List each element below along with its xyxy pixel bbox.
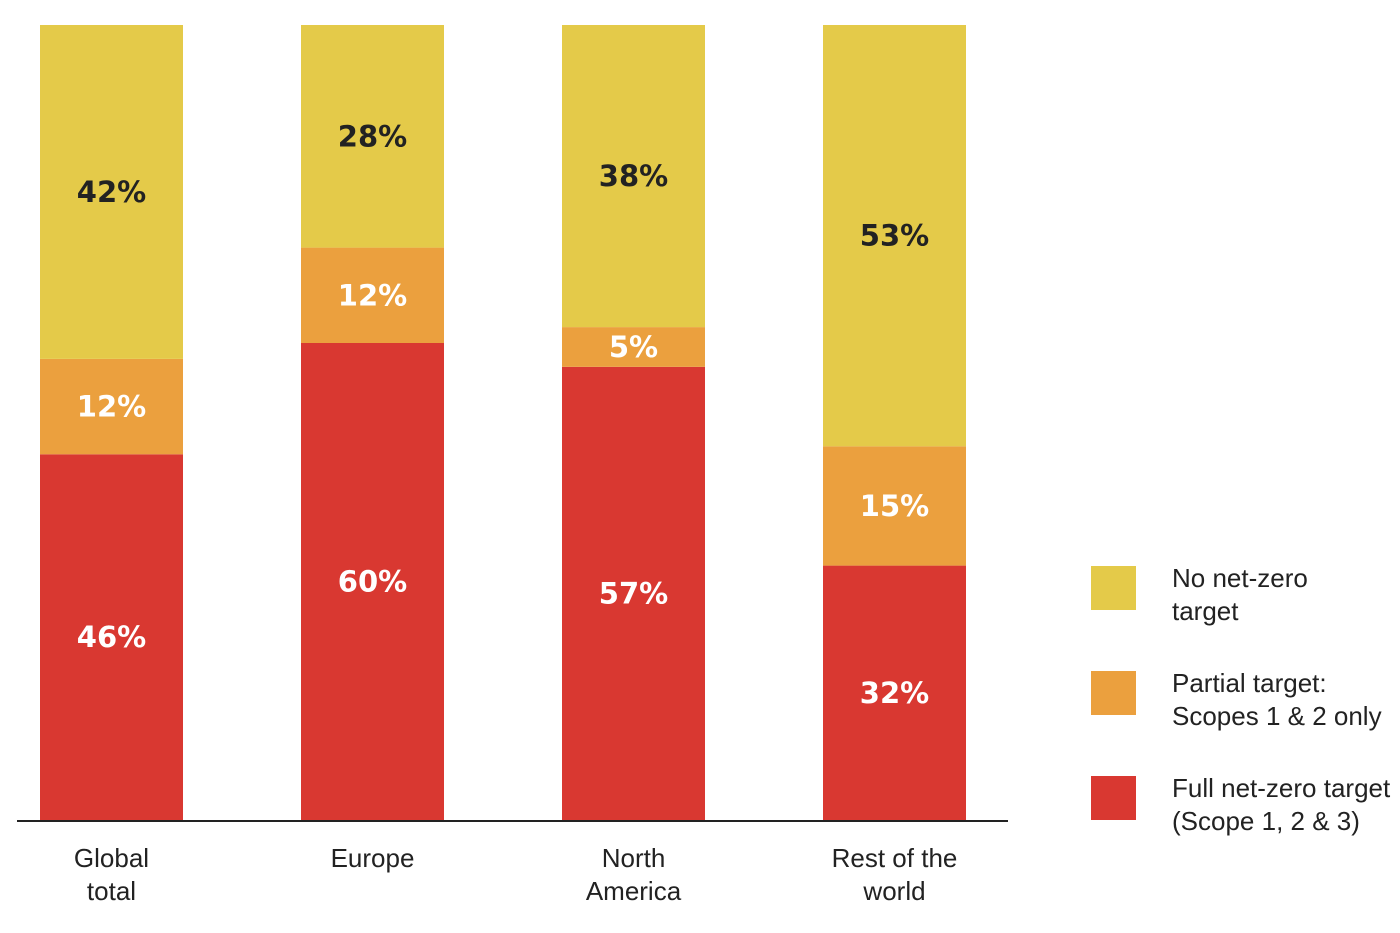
category-label-europe: Europe <box>331 843 415 873</box>
bar-europe-partial-target-scopes-1-2-only <box>301 247 444 343</box>
bars-group: 46% 12% 42% 60% 12% 28% 57% 5% 38% 32% 15% 53% <box>40 25 966 820</box>
bar-rest-of-the-world-no-net-zero-target <box>823 25 966 447</box>
category-label-north-america: North America <box>586 843 682 906</box>
legend: No net-zero target Partial target: Scopes 1… <box>1091 563 1391 836</box>
bar-north-america-full-net-zero-target-scope-1-2-3 <box>562 366 705 820</box>
category-label-rest-of-the-world: Rest of the world <box>832 843 958 906</box>
bar-rest-of-the-world-full-net-zero-target-scope-1-2-3 <box>823 565 966 820</box>
bar-global-total-partial-target-scopes-1-2-only <box>40 358 183 455</box>
data-label-global-total-partial-target-scopes-1-2-only: 12% <box>77 390 146 424</box>
bar-north-america-partial-target-scopes-1-2-only <box>562 327 705 367</box>
bar-global-total-full-net-zero-target-scope-1-2-3 <box>40 454 183 820</box>
bar-global-total-no-net-zero-target <box>40 25 183 359</box>
data-label-europe-full-net-zero-target-scope-1-2-3: 60% <box>338 565 407 599</box>
data-label-europe-no-net-zero-target: 28% <box>338 119 407 153</box>
data-label-rest-of-the-world-no-net-zero-target: 53% <box>860 219 929 253</box>
bar-rest-of-the-world-partial-target-scopes-1-2-only <box>823 446 966 566</box>
legend-swatch-full-net-zero-target-scope-1-2-3 <box>1091 776 1136 820</box>
data-label-north-america-full-net-zero-target-scope-1-2-3: 57% <box>599 576 668 610</box>
legend-label-no-net-zero-target: No net-zero target <box>1172 563 1308 626</box>
legend-label-full-net-zero-target-scope-1-2-3: Full net-zero target (Scope 1, 2 & 3) <box>1172 773 1391 836</box>
legend-swatch-no-net-zero-target <box>1091 566 1136 610</box>
bar-north-america-no-net-zero-target <box>562 25 705 328</box>
bar-europe-no-net-zero-target <box>301 25 444 248</box>
data-label-global-total-full-net-zero-target-scope-1-2-3: 46% <box>77 620 146 654</box>
data-label-north-america-partial-target-scopes-1-2-only: 5% <box>609 330 658 364</box>
data-label-north-america-no-net-zero-target: 38% <box>599 159 668 193</box>
legend-label-partial-target-scopes-1-2-only: Partial target: Scopes 1 & 2 only <box>1172 668 1382 731</box>
data-label-rest-of-the-world-partial-target-scopes-1-2-only: 15% <box>860 489 929 523</box>
data-label-europe-partial-target-scopes-1-2-only: 12% <box>338 278 407 312</box>
bar-europe-full-net-zero-target-scope-1-2-3 <box>301 343 444 820</box>
category-label-global-total: Global total <box>74 843 149 906</box>
data-label-global-total-no-net-zero-target: 42% <box>77 175 146 209</box>
legend-swatch-partial-target-scopes-1-2-only <box>1091 671 1136 715</box>
data-label-rest-of-the-world-full-net-zero-target-scope-1-2-3: 32% <box>860 676 929 710</box>
category-labels: Global total Europe North America Rest of the… <box>74 843 957 906</box>
